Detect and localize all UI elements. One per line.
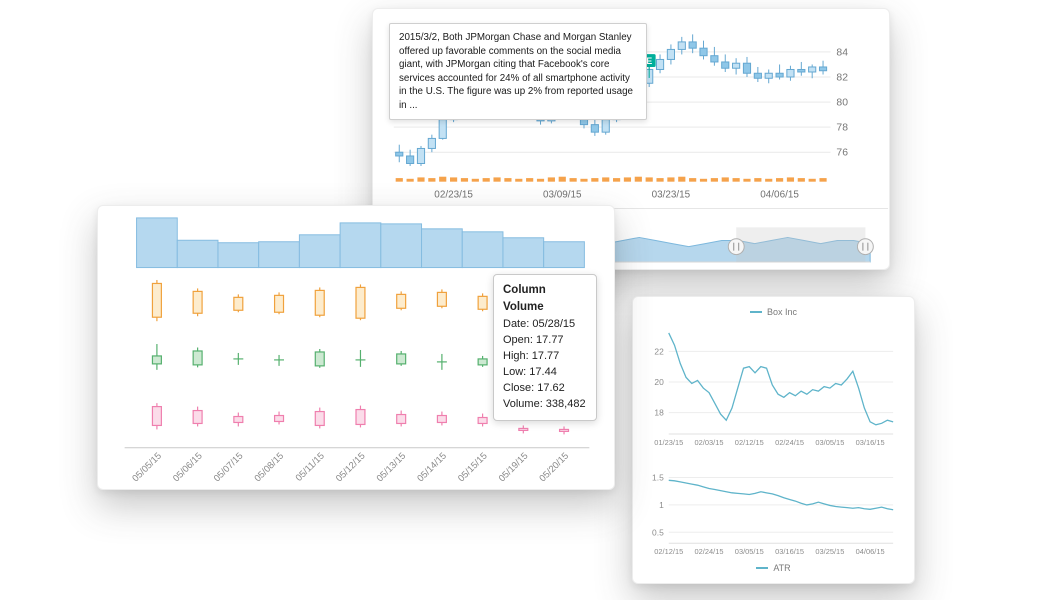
svg-text:05/13/15: 05/13/15 (374, 450, 408, 484)
svg-text:22: 22 (654, 346, 664, 356)
svg-text:1: 1 (659, 500, 664, 510)
svg-text:76: 76 (836, 148, 848, 159)
svg-text:05/14/15: 05/14/15 (415, 450, 449, 484)
navigator-handle-right[interactable] (856, 238, 874, 256)
tooltip-low: Low: 17.44 (503, 366, 557, 379)
svg-text:0.5: 0.5 (652, 527, 664, 537)
svg-text:05/05/15: 05/05/15 (130, 450, 164, 484)
svg-text:84: 84 (836, 47, 848, 58)
tooltip-open: Open: 17.77 (503, 334, 564, 347)
tooltip-high: High: 17.77 (503, 350, 560, 363)
svg-text:03/09/15: 03/09/15 (543, 190, 582, 201)
svg-text:03/05/15: 03/05/15 (815, 438, 844, 447)
svg-text:03/25/15: 03/25/15 (815, 547, 844, 556)
svg-text:02/03/15: 02/03/15 (695, 438, 724, 447)
ohlc-comparison-chart[interactable]: 05/05/15 05/06/15 05/07/15 05/08/15 05/11/15… (98, 206, 614, 489)
volume-tooltip-title: Column Volume (503, 284, 546, 313)
line-series-icon (749, 311, 762, 313)
legend-box-inc-label: Box Inc (766, 307, 797, 317)
svg-text:02/12/15: 02/12/15 (735, 438, 764, 447)
svg-text:78: 78 (836, 123, 848, 134)
line-charts[interactable]: 18 20 22 01/23/15 02/03/15 02/12/15 02/24/15 03… (633, 297, 914, 583)
news-annotation-text: 2015/3/2, Both JPMorgan Chase and Morgan… (399, 32, 633, 111)
svg-text:02/12/15: 02/12/15 (654, 547, 683, 556)
ohlc-comparison-panel: 05/05/15 05/06/15 05/07/15 05/08/15 05/11/15… (97, 205, 615, 490)
svg-text:05/06/15: 05/06/15 (170, 450, 204, 484)
legend-atr[interactable]: ATR (633, 563, 914, 573)
svg-text:04/06/15: 04/06/15 (760, 190, 799, 201)
svg-text:02/24/15: 02/24/15 (775, 438, 804, 447)
svg-text:03/23/15: 03/23/15 (652, 190, 691, 201)
tooltip-volume: Volume: 338,482 (503, 398, 586, 411)
line-charts-panel: Box Inc 18 20 22 01/23/15 02/03/15 02/12/15 02… (632, 296, 915, 584)
legend-atr-label: ATR (773, 563, 791, 573)
navigator-handle-left[interactable] (727, 238, 745, 256)
line-series-icon (756, 567, 769, 569)
news-annotation: 2015/3/2, Both JPMorgan Chase and Morgan… (389, 23, 647, 121)
svg-text:05/07/15: 05/07/15 (211, 450, 245, 484)
svg-text:05/12/15: 05/12/15 (333, 450, 367, 484)
svg-text:03/16/15: 03/16/15 (856, 438, 885, 447)
svg-text:1.5: 1.5 (652, 473, 664, 483)
tooltip-close: Close: 17.62 (503, 382, 565, 395)
svg-text:82: 82 (836, 72, 848, 83)
svg-text:02/24/15: 02/24/15 (695, 547, 724, 556)
tooltip-date: Date: 05/28/15 (503, 318, 576, 331)
svg-text:20: 20 (654, 377, 664, 387)
svg-text:80: 80 (836, 98, 848, 109)
svg-text:05/08/15: 05/08/15 (252, 450, 286, 484)
svg-text:01/23/15: 01/23/15 (654, 438, 683, 447)
svg-text:05/19/15: 05/19/15 (496, 450, 530, 484)
navigator-selection[interactable] (736, 227, 866, 263)
svg-text:04/06/15: 04/06/15 (856, 547, 885, 556)
svg-text:03/16/15: 03/16/15 (775, 547, 804, 556)
svg-text:E: E (646, 56, 652, 66)
svg-text:03/05/15: 03/05/15 (735, 547, 764, 556)
volume-tooltip: Column Volume Date: 05/28/15 Open: 17.77… (493, 274, 597, 421)
svg-text:18: 18 (654, 408, 664, 418)
svg-text:02/23/15: 02/23/15 (434, 190, 473, 201)
svg-text:05/15/15: 05/15/15 (455, 450, 489, 484)
legend-box-inc[interactable]: Box Inc (633, 307, 914, 317)
svg-text:05/11/15: 05/11/15 (293, 450, 326, 483)
svg-text:05/20/15: 05/20/15 (537, 450, 571, 484)
